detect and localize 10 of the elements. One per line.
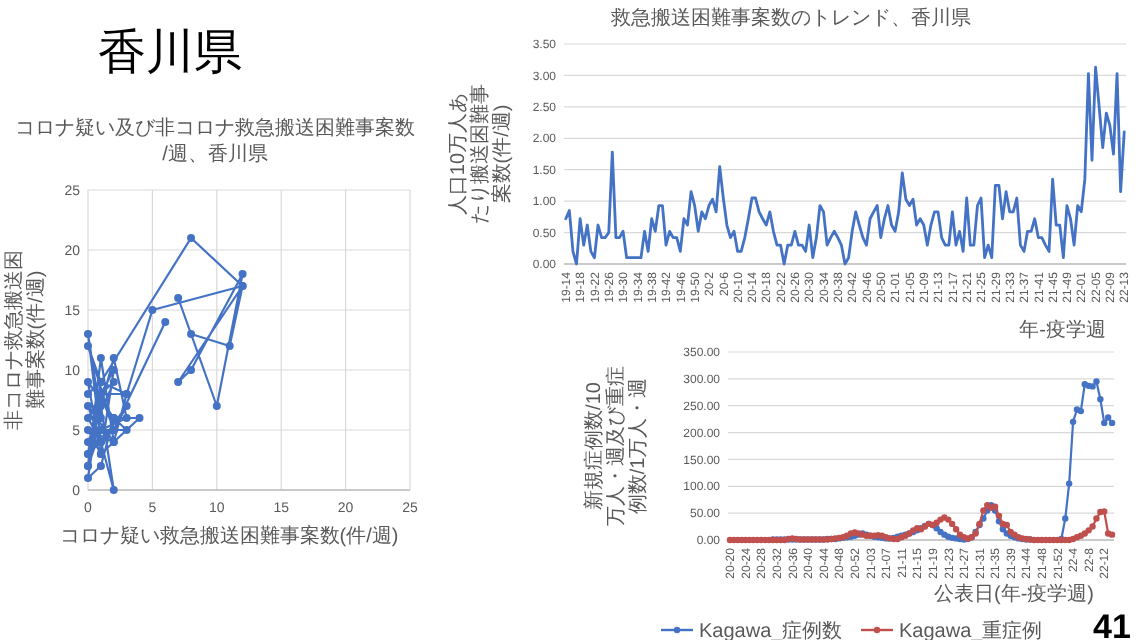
- x-axis-title: 年-疫学週: [1019, 318, 1106, 342]
- y-axis-title: 非コロナ救急搬送困難事案数(件/週): [2, 250, 48, 430]
- x-axis-title: 公表日(年-疫学週): [934, 582, 1094, 606]
- chart-title: コロナ疑い及び非コロナ救急搬送困難事案数 /週、香川県: [15, 116, 415, 166]
- x-axis-title: コロナ疑い救急搬送困難事案数(件/週): [59, 524, 399, 548]
- y-axis-title: 人口10万人あたり搬送困難事案数(件/週): [448, 84, 514, 224]
- text: 香川県: [98, 26, 242, 80]
- text: 41: [1093, 608, 1131, 640]
- y-axis-title: 新規症例数/10万人・週及び重症例数/1万人・週: [582, 366, 650, 526]
- chart-title: 救急搬送困難事案数のトレンド、香川県: [609, 6, 971, 30]
